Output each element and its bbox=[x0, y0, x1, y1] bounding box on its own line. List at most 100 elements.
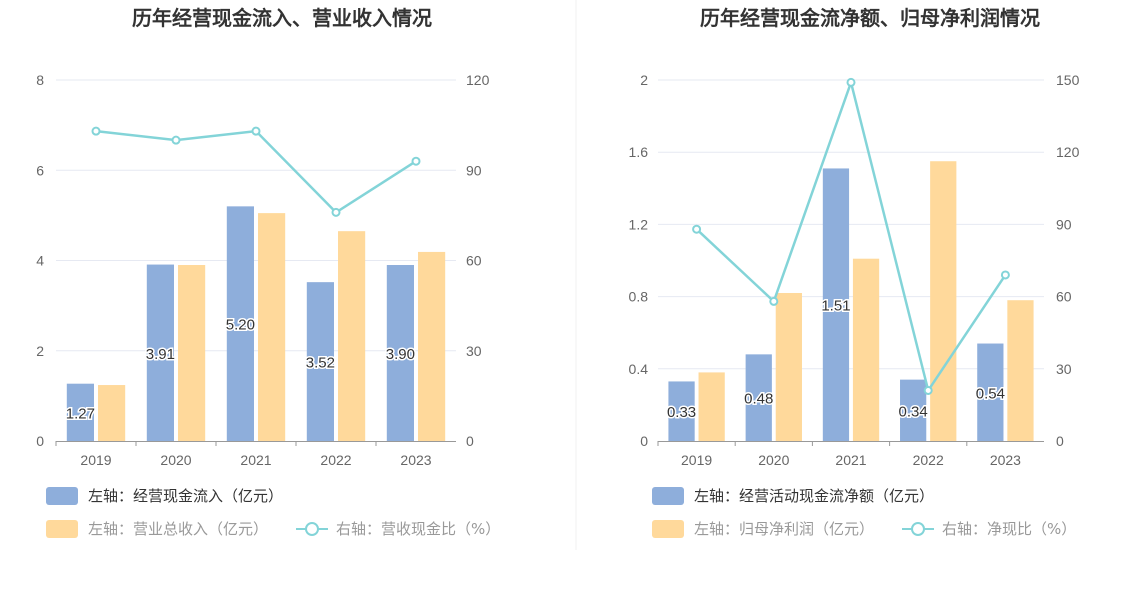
bar-data-label: 1.27 bbox=[66, 405, 95, 422]
bar-series-2[interactable] bbox=[258, 213, 286, 441]
x-axis-tick-label: 2023 bbox=[400, 452, 431, 468]
bar-series-1[interactable] bbox=[822, 168, 850, 441]
legend-label-bar2: 左轴：营业总收入（亿元） bbox=[88, 520, 268, 538]
right-axis-tick-label: 30 bbox=[466, 343, 482, 359]
ratio-line-point[interactable] bbox=[91, 126, 101, 136]
bar-series-2[interactable] bbox=[775, 292, 802, 441]
bar-series-2[interactable] bbox=[852, 258, 880, 441]
legend-swatch-bar1 bbox=[46, 487, 78, 505]
x-axis-tick-label: 2021 bbox=[240, 452, 271, 468]
legend: 左轴：经营活动现金流净额（亿元） 左轴：归母净利润（亿元） 右轴：净现比（%） bbox=[652, 487, 1076, 538]
bar-series-2[interactable] bbox=[178, 265, 206, 441]
bar-series-2[interactable] bbox=[1007, 300, 1034, 441]
legend-item-bar2[interactable]: 左轴：归母净利润（亿元） bbox=[652, 520, 874, 538]
bar-series-1[interactable] bbox=[900, 379, 927, 441]
ratio-line-point[interactable] bbox=[692, 224, 702, 234]
legend-item-line[interactable]: 右轴：净现比（%） bbox=[902, 520, 1076, 538]
left-axis-tick-label: 1.2 bbox=[629, 216, 649, 232]
bar-data-label: 3.52 bbox=[306, 355, 335, 372]
right-axis-tick-label: 90 bbox=[1056, 216, 1072, 232]
x-axis-tick-label: 2019 bbox=[681, 452, 712, 468]
bar-data-label: 5.20 bbox=[226, 317, 255, 334]
left-axis-tick-label: 4 bbox=[36, 253, 44, 269]
bar-series-1[interactable] bbox=[386, 265, 414, 441]
bar-series-1[interactable] bbox=[745, 354, 772, 441]
ratio-line-point[interactable] bbox=[331, 207, 341, 217]
bar-series-2[interactable] bbox=[98, 385, 126, 441]
x-axis-tick-label: 2022 bbox=[320, 452, 351, 468]
legend-label-line: 右轴：净现比（%） bbox=[942, 520, 1076, 538]
ratio-line-point[interactable] bbox=[923, 385, 933, 395]
bar-series-1[interactable] bbox=[668, 381, 695, 441]
bar-series-2[interactable] bbox=[698, 372, 725, 441]
bars bbox=[66, 206, 446, 441]
right-axis-tick-label: 120 bbox=[466, 72, 490, 88]
bar-series-1[interactable] bbox=[306, 282, 334, 441]
bar-series-1[interactable] bbox=[977, 343, 1004, 441]
left-axis-tick-label: 0.8 bbox=[629, 289, 649, 305]
bar-series-1[interactable] bbox=[146, 264, 174, 441]
left-axis-tick-label: 6 bbox=[36, 162, 44, 178]
left-axis-tick-label: 0.4 bbox=[629, 361, 649, 377]
legend-label-bar2: 左轴：归母净利润（亿元） bbox=[694, 520, 874, 538]
legend-item-bar1[interactable]: 左轴：经营活动现金流净额（亿元） bbox=[652, 487, 934, 505]
x-axis-tick-label: 2021 bbox=[835, 452, 866, 468]
legend-label-bar1: 左轴：经营现金流入（亿元） bbox=[88, 487, 283, 505]
chart-title: 历年经营现金流入、营业收入情况 bbox=[132, 6, 432, 30]
bar-data-label: 0.33 bbox=[667, 404, 696, 421]
data-labels: 0.33 0.48 1.51 0.34 0.54 bbox=[665, 296, 1006, 422]
legend-item-bar2[interactable]: 左轴：营业总收入（亿元） bbox=[46, 520, 268, 538]
left-axis-tick-label: 2 bbox=[640, 72, 648, 88]
right-axis-tick-label: 90 bbox=[466, 162, 482, 178]
bars bbox=[668, 161, 1034, 441]
x-axis-tick-label: 2019 bbox=[80, 452, 111, 468]
right-axis-tick-label: 0 bbox=[1056, 433, 1064, 449]
chart-cash-inflow-revenue: 历年经营现金流入、营业收入情况 0 2 4 6 8 0 30 60 90 120 2019 2020 2… bbox=[36, 6, 500, 538]
ratio-line bbox=[91, 126, 421, 217]
bar-series-2[interactable] bbox=[930, 161, 957, 441]
data-labels: 1.27 3.91 5.20 3.52 3.90 bbox=[64, 315, 416, 424]
left-axis-tick-label: 2 bbox=[36, 343, 44, 359]
left-axis-tick-label: 8 bbox=[36, 72, 44, 88]
legend-item-line[interactable]: 右轴：营收现金比（%） bbox=[296, 520, 500, 538]
right-axis-tick-label: 150 bbox=[1056, 72, 1080, 88]
right-axis-tick-label: 60 bbox=[1056, 289, 1072, 305]
chart-net-cash-flow-profit: 历年经营现金流净额、归母净利润情况 0 0.4 0.8 1.2 1.6 2 0 30 60 90 1… bbox=[629, 6, 1080, 538]
left-axis-tick-label: 1.6 bbox=[629, 144, 649, 160]
bar-series-1[interactable] bbox=[226, 206, 254, 441]
ratio-line-point[interactable] bbox=[411, 156, 421, 166]
x-axis-tick-label: 2022 bbox=[913, 452, 944, 468]
bar-series-1[interactable] bbox=[66, 383, 94, 441]
legend: 左轴：经营现金流入（亿元） 左轴：营业总收入（亿元） 右轴：营收现金比（%） bbox=[46, 487, 500, 538]
legend-swatch-line-marker bbox=[911, 522, 925, 536]
ratio-line-point[interactable] bbox=[846, 77, 856, 87]
bar-series-2[interactable] bbox=[418, 251, 446, 441]
x-axis-tick-label: 2023 bbox=[990, 452, 1021, 468]
legend-item-bar1[interactable]: 左轴：经营现金流入（亿元） bbox=[46, 487, 283, 505]
ratio-line-point[interactable] bbox=[171, 135, 181, 145]
right-axis-tick-label: 60 bbox=[466, 253, 482, 269]
legend-swatch-line-marker bbox=[305, 522, 319, 536]
ratio-line-point[interactable] bbox=[1000, 270, 1010, 280]
left-axis-tick-label: 0 bbox=[36, 433, 44, 449]
ratio-line-point[interactable] bbox=[251, 126, 261, 136]
x-axis-tick-label: 2020 bbox=[160, 452, 191, 468]
ratio-line-path bbox=[695, 78, 1007, 394]
right-axis-tick-label: 0 bbox=[466, 433, 474, 449]
bar-series-2[interactable] bbox=[338, 231, 366, 441]
ratio-line-path bbox=[95, 129, 417, 214]
left-axis-tick-label: 0 bbox=[640, 433, 648, 449]
bar-data-label: 1.51 bbox=[821, 298, 850, 315]
legend-swatch-bar2 bbox=[652, 520, 684, 538]
bar-data-label: 3.91 bbox=[146, 346, 175, 363]
legend-label-bar1: 左轴：经营活动现金流净额（亿元） bbox=[694, 487, 934, 505]
bar-data-label: 0.48 bbox=[744, 391, 773, 408]
legend-label-line: 右轴：营收现金比（%） bbox=[336, 520, 500, 538]
chart-title: 历年经营现金流净额、归母净利润情况 bbox=[700, 6, 1040, 30]
bar-data-label: 3.90 bbox=[386, 346, 415, 363]
ratio-line bbox=[692, 77, 1010, 395]
right-axis-tick-label: 120 bbox=[1056, 144, 1080, 160]
ratio-line-point[interactable] bbox=[769, 296, 779, 306]
x-axis-tick-label: 2020 bbox=[758, 452, 789, 468]
